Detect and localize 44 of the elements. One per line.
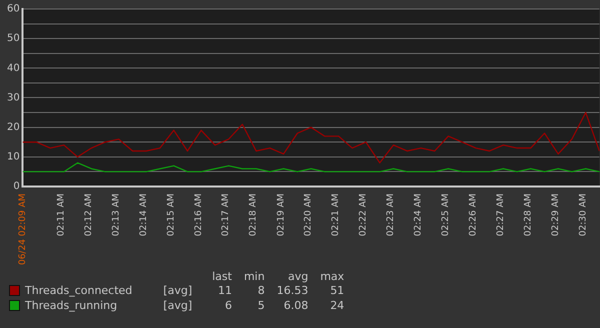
x-tick-label: 02:19 AM: [276, 193, 286, 236]
text: 6: [224, 298, 233, 313]
x-tick-label: 02:14 AM: [138, 193, 149, 236]
y-tick-label: 30: [6, 92, 20, 104]
x-tick-label: 02:27 AM: [496, 193, 506, 236]
y-tick-label: 60: [6, 4, 20, 15]
x-tick-label: 02:21 AM: [331, 193, 342, 236]
x-tick-label: 02:23 AM: [386, 193, 396, 236]
text: 8: [256, 283, 266, 298]
x-tick-label: 02:25 AM: [441, 193, 452, 236]
text: 6.08: [282, 298, 310, 313]
x-tick-label: 02:24 AM: [414, 193, 424, 236]
x-tick-label: 02:16 AM: [194, 193, 204, 236]
x-tick-label: 02:12 AM: [84, 193, 94, 236]
text: 24: [329, 298, 346, 313]
text: [avg]: [162, 298, 194, 313]
y-tick-label: 0: [13, 181, 20, 192]
x-tick-label: 02:22 AM: [358, 193, 369, 236]
y-tick-label: 10: [6, 151, 20, 162]
legend-label: Threads_running: [24, 298, 118, 313]
text: min: [242, 270, 266, 283]
x-tick-label: 02:29 AM: [550, 193, 561, 236]
x-tick-label: 02:30 AM: [578, 193, 588, 236]
text: last: [211, 270, 233, 283]
y-tick-label: 50: [6, 33, 20, 44]
text: avg: [286, 270, 310, 283]
x-tick-label: 02:26 AM: [468, 193, 478, 236]
x-tick-label: 02:11 AM: [56, 193, 66, 236]
x-tick-label: 06/24 02:09 AM: [18, 193, 28, 266]
x-tick-label: 02:17 AM: [221, 193, 232, 236]
legend-label: Threads_connected: [24, 283, 134, 298]
x-tick-label: 02:28 AM: [523, 193, 534, 236]
text: 16.53: [276, 283, 310, 298]
x-tick-label: 02:13 AM: [111, 193, 122, 236]
x-tick-label: 02:20 AM: [304, 193, 314, 236]
text: 5: [256, 298, 266, 313]
x-tick-label: 02:18 AM: [248, 193, 259, 236]
text: 51: [329, 283, 346, 298]
y-tick-label: 20: [6, 122, 20, 133]
text: [avg]: [162, 283, 194, 298]
text: max: [319, 270, 346, 283]
x-tick-label: 02:15 AM: [166, 193, 176, 236]
text: 11: [216, 283, 233, 298]
y-tick-label: 40: [6, 62, 20, 74]
